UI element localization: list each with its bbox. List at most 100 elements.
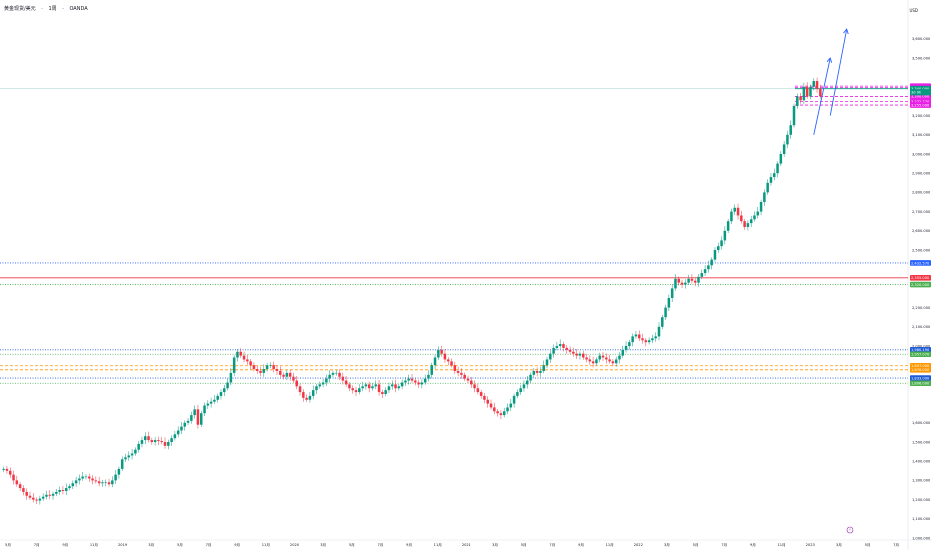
candle-body — [341, 376, 345, 381]
x-tick-label: 9月 — [62, 542, 68, 547]
candle-body — [572, 351, 575, 354]
candle-body — [91, 478, 94, 481]
candle-body — [390, 384, 394, 387]
price-line-label-text: 2,320.000 — [911, 283, 930, 287]
candle-body — [226, 382, 229, 389]
candle-body — [535, 370, 539, 373]
candle-body — [664, 307, 667, 318]
price-line-label: 1,980.190 — [910, 347, 931, 353]
candle-body — [483, 395, 486, 400]
candle-body — [558, 344, 562, 346]
candle-body — [167, 442, 170, 446]
candle-body — [335, 372, 338, 374]
candle-body — [539, 370, 542, 373]
y-tick-label: 1,500.000 — [912, 440, 931, 444]
candle-body — [25, 491, 28, 496]
candle-body — [651, 338, 654, 341]
price-line-label-text: 1,897.000 — [911, 364, 930, 368]
x-tick-label: 2023 — [806, 543, 815, 547]
price-line-label-text: 1,876.000 — [911, 368, 930, 372]
symbol-title[interactable]: 黄金现货/美元 — [4, 6, 36, 12]
candle-body — [598, 355, 601, 360]
candle-body — [272, 365, 275, 370]
candle-body — [677, 278, 680, 283]
candle-body — [680, 282, 684, 285]
candle-body — [358, 388, 361, 393]
candle-body — [134, 449, 137, 454]
candle-body — [608, 359, 611, 362]
candle-body — [94, 480, 98, 482]
price-line-label: 2,355.000 — [910, 275, 931, 281]
candle-body — [733, 207, 736, 212]
candle-body — [38, 498, 42, 501]
candle-body — [97, 481, 101, 484]
candle-body — [236, 351, 239, 358]
candle-body — [446, 359, 450, 362]
x-tick-label: 3月 — [320, 542, 326, 547]
candle-body — [710, 259, 713, 266]
y-tick-label: 3,500.000 — [912, 56, 931, 60]
y-tick-label: 3,600.000 — [912, 37, 931, 41]
candle-body — [502, 411, 506, 416]
candle-body — [32, 497, 35, 500]
price-line-label-text: 3,340.000 — [911, 87, 930, 91]
candle-body — [196, 409, 200, 425]
y-tick-label: 3,000.000 — [912, 152, 931, 156]
candle-body — [545, 359, 549, 366]
candle-body — [269, 365, 272, 366]
price-line-label: 1,833.000 — [910, 375, 931, 381]
x-tick-label: 9月 — [578, 542, 584, 547]
price-line-label-text: 1,833.000 — [911, 376, 930, 380]
candle-body — [526, 380, 529, 385]
candle-body — [209, 401, 213, 404]
candle-body — [529, 374, 532, 381]
price-line-label-bg — [910, 275, 931, 281]
candle-body — [206, 403, 210, 406]
candle-body — [265, 365, 269, 370]
price-line-label-text: 1,806.000 — [911, 382, 930, 386]
candle-body — [585, 357, 588, 360]
price-line-label: 1,957.070 — [910, 351, 931, 358]
candle-body — [61, 490, 65, 491]
candle-body — [199, 413, 203, 425]
candle-body — [348, 384, 351, 389]
candle-body — [381, 392, 384, 394]
candle-body — [107, 482, 111, 485]
candle-body — [786, 134, 789, 145]
y-tick-label: 2,500.000 — [912, 248, 931, 252]
candle-body — [144, 436, 147, 441]
candle-body — [809, 86, 812, 97]
x-tick-label: 2021 — [462, 543, 471, 547]
price-line-label-text: 2,355.000 — [911, 276, 930, 280]
candle-body — [377, 384, 381, 393]
candle-body — [460, 372, 463, 375]
candle-body — [802, 86, 806, 101]
candle-body — [726, 221, 730, 231]
trend-arrow — [813, 57, 831, 135]
candle-body — [618, 355, 621, 360]
x-tick-label: 11月 — [777, 542, 785, 547]
candle-body — [614, 359, 618, 364]
candle-body — [637, 334, 641, 339]
candle-body — [420, 382, 424, 385]
candle-body — [555, 346, 559, 348]
candle-body — [779, 154, 783, 164]
price-line-label-text: 3,300.000 — [911, 95, 930, 99]
candle-body — [644, 340, 648, 343]
candle-body — [78, 478, 81, 481]
candle-body — [776, 163, 779, 174]
price-line-label: 3,255.000 — [910, 102, 931, 108]
y-tick-label: 2,000.000 — [912, 344, 931, 348]
candle-body — [789, 125, 792, 135]
timer-badge — [846, 526, 854, 534]
y-tick-label: 1,400.000 — [912, 460, 931, 464]
candle-body — [730, 211, 733, 222]
interval-label[interactable]: 1周 — [48, 6, 57, 12]
y-tick-label: 2,900.000 — [912, 172, 931, 176]
candle-body — [252, 365, 256, 370]
candle-body — [575, 353, 578, 356]
candle-body — [703, 269, 707, 274]
candle-body — [634, 334, 638, 337]
x-tick-label: 11月 — [262, 542, 270, 547]
